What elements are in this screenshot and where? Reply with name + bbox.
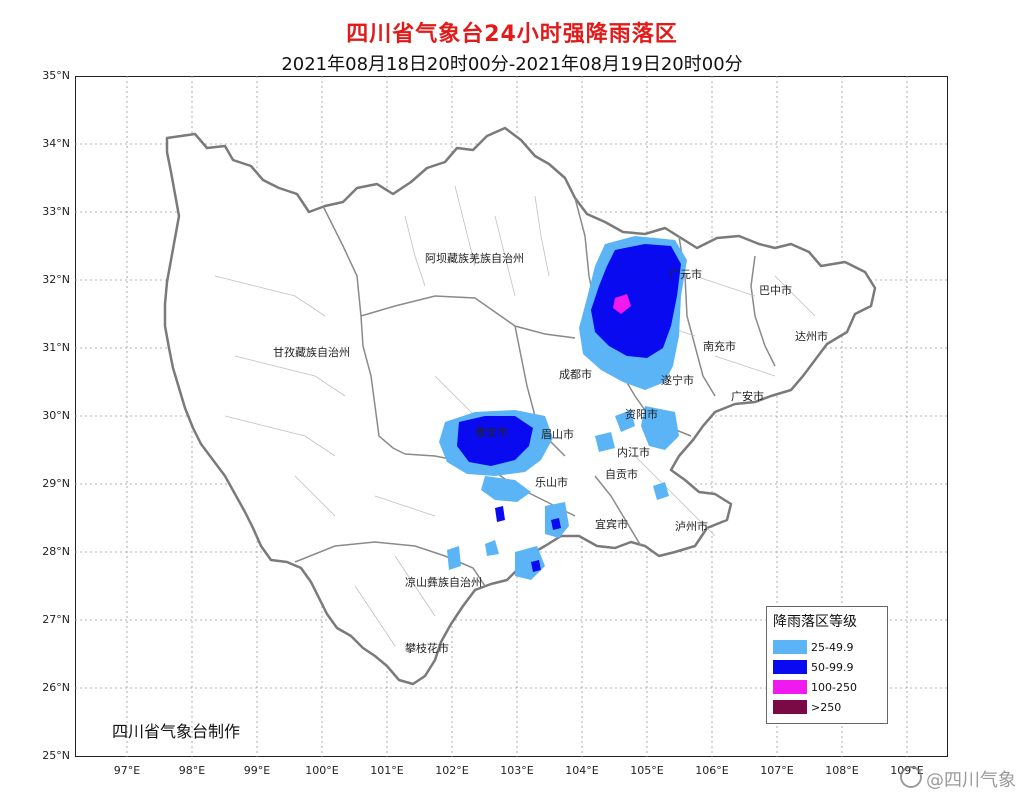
lon-label-97: 97°E [113,764,141,777]
lat-label-30: 30°N [42,409,70,422]
legend-swatch [773,680,807,694]
lat-label-34: 34°N [42,137,70,150]
province-outline [163,126,877,686]
lon-label-98: 98°E [178,764,206,777]
lat-label-33: 33°N [42,205,70,218]
weibo-watermark: @四川气象 [900,766,1016,792]
city-label-ganzi: 甘孜藏族自治州 [273,345,350,359]
lon-label-99: 99°E [243,764,271,777]
rainfall-map: 阿坝藏族羌族自治州 甘孜藏族自治州 成都市 广元市 巴中市 达州市 南充市 遂宁… [75,76,948,757]
rain-100-250 [613,294,631,314]
legend-label: >250 [811,700,842,714]
rain-50-99 [457,244,681,572]
lon-label-105: 105°E [630,764,664,777]
legend-item: 100-250 [773,677,881,697]
city-label-guangyuan: 广元市 [669,267,702,281]
city-label-panzhihua: 攀枝花市 [405,641,449,655]
city-label-leshan: 乐山市 [535,475,568,489]
lon-label-104: 104°E [565,764,599,777]
city-label-dazhou: 达州市 [795,329,828,343]
legend-item: 25-49.9 [773,637,881,657]
lon-label-107: 107°E [760,764,794,777]
legend: 降雨落区等级 25-49.9 50-99.9 100-250 >250 [766,606,888,724]
lon-label-100: 100°E [305,764,339,777]
city-label-yibin: 宜宾市 [595,517,628,531]
lon-label-101: 101°E [370,764,404,777]
city-label-nanchong: 南充市 [703,339,736,353]
legend-label: 50-99.9 [811,660,854,674]
lon-label-106: 106°E [695,764,729,777]
lat-label-26: 26°N [42,681,70,694]
city-label-ziyang: 资阳市 [625,407,658,421]
lat-label-32: 32°N [42,273,70,286]
map-title: 四川省气象台24小时强降雨落区 [346,22,678,47]
lon-label-103: 103°E [500,764,534,777]
city-label-neijiang: 内江市 [617,445,650,459]
lat-label-27: 27°N [42,613,70,626]
lon-label-102: 102°E [435,764,469,777]
city-label-suining: 遂宁市 [661,373,694,387]
city-label-liangshan: 凉山彝族自治州 [405,575,482,589]
city-label-luzhou: 泸州市 [675,519,708,533]
map-subtitle: 2021年08月18日20时00分-2021年08月19日20时00分 [281,54,743,75]
legend-item: 50-99.9 [773,657,881,677]
watermark-text: @四川气象 [926,770,1016,791]
legend-swatch [773,660,807,674]
producer-label: 四川省气象台制作 [112,722,241,741]
legend-swatch [773,640,807,654]
lat-label-28: 28°N [42,545,70,558]
legend-title: 降雨落区等级 [773,614,857,630]
legend-label: 100-250 [811,680,857,694]
lat-label-29: 29°N [42,477,70,490]
weibo-icon [900,766,922,788]
lat-label-35: 35°N [42,69,70,82]
city-label-chengdu: 成都市 [559,367,592,381]
legend-swatch [773,700,807,714]
lat-label-31: 31°N [42,341,70,354]
legend-item: >250 [773,697,881,717]
lat-label-25: 25°N [42,749,70,762]
city-label-aba: 阿坝藏族羌族自治州 [425,251,524,265]
legend-label: 25-49.9 [811,640,854,654]
city-label-guangan: 广安市 [731,389,764,403]
city-label-bazhong: 巴中市 [759,283,792,297]
county-borders [214,185,816,647]
city-label-meishan: 眉山市 [541,427,574,441]
city-label-zigong: 自贡市 [605,467,638,481]
lon-label-108: 108°E [825,764,859,777]
city-label-yaan: 雅安市 [475,425,508,439]
